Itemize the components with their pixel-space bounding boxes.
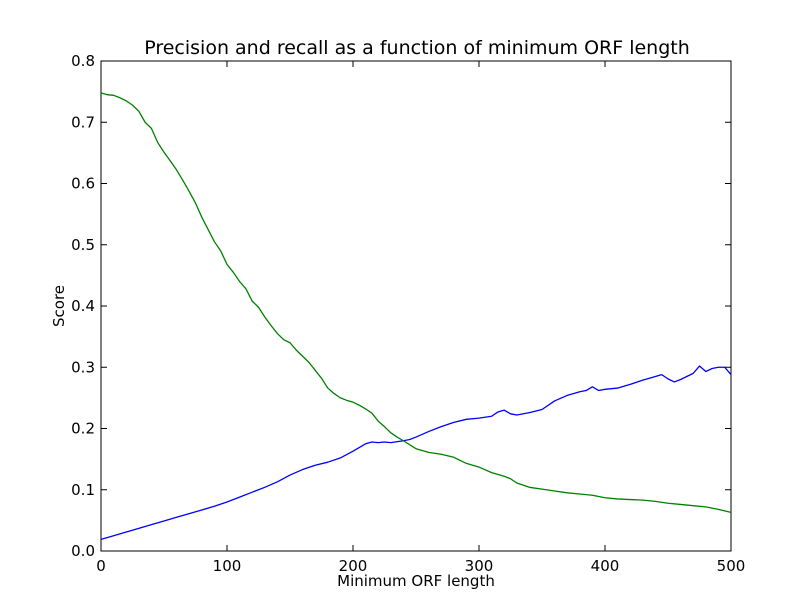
ticks-layer: 0 100 200 300 400 500 0.0 0.1 0.2 0.3 0.4 0.5 0.6 0.7… xyxy=(71,52,745,575)
y-tick-label: 0.7 xyxy=(71,113,95,131)
x-tick-label: 200 xyxy=(339,557,368,575)
x-tick-label: 300 xyxy=(465,557,494,575)
y-tick-label: 0.2 xyxy=(71,420,95,438)
y-tick-label: 0.4 xyxy=(71,297,95,315)
x-axis-label: Minimum ORF length xyxy=(337,572,495,590)
series-line-1 xyxy=(100,365,732,540)
plot-area: 0 100 200 300 400 500 0.0 0.1 0.2 0.3 0.4 0.5 0.6 0.7… xyxy=(71,52,745,575)
y-tick-label: 0.3 xyxy=(71,358,95,376)
x-tick-label: 500 xyxy=(717,557,746,575)
series-line-2 xyxy=(100,92,732,514)
x-tick-label: 100 xyxy=(213,557,242,575)
y-tick-label: 0.0 xyxy=(71,542,95,560)
x-tick-label: 400 xyxy=(591,557,620,575)
x-tick-label: 0 xyxy=(96,557,106,575)
y-axis-label: Score xyxy=(50,285,68,327)
axes-frame xyxy=(100,60,732,552)
series-layer xyxy=(100,92,732,540)
y-tick-label: 0.8 xyxy=(71,52,95,70)
y-tick-label: 0.1 xyxy=(71,481,95,499)
y-tick-label: 0.5 xyxy=(71,236,95,254)
y-tick-label: 0.6 xyxy=(71,175,95,193)
chart-title: Precision and recall as a function of mi… xyxy=(144,37,690,59)
